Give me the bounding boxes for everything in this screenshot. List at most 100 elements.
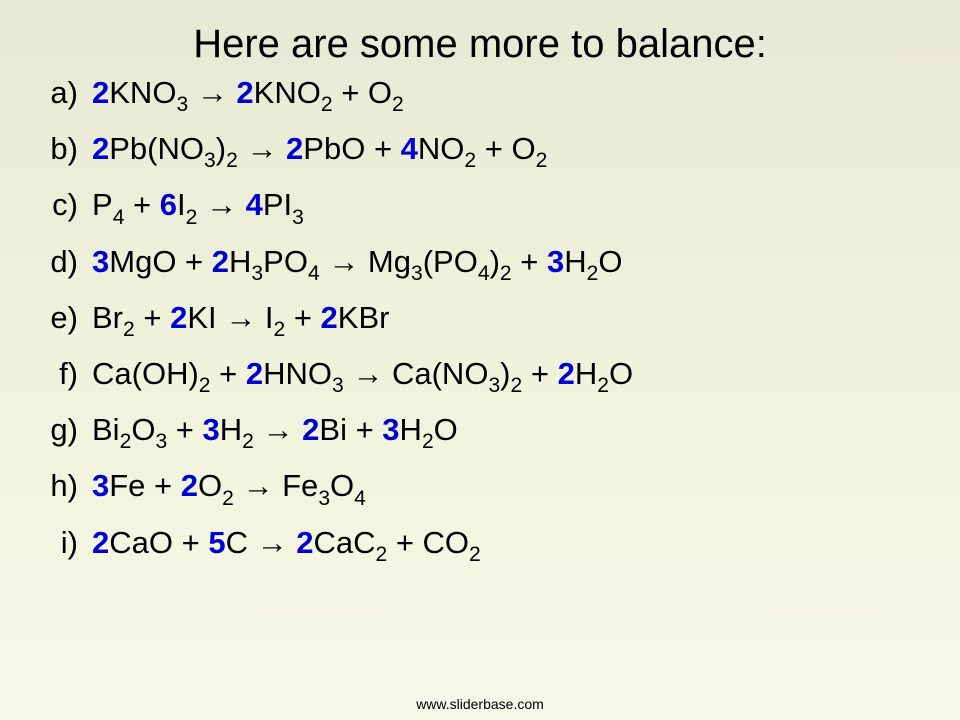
formula-text (359, 244, 368, 279)
subscript: 3 (251, 262, 263, 285)
formula-text: + O (476, 131, 535, 166)
formula-text: O (434, 412, 458, 447)
coefficient: 2 (92, 75, 109, 110)
equation-body: Br2 + 2KI → I2 + 2KBr (92, 300, 389, 341)
formula-text (234, 468, 243, 503)
coefficient: 2 (181, 468, 198, 503)
formula-text: Pb(NO (109, 131, 204, 166)
formula-text: O (609, 356, 633, 391)
formula-text (288, 525, 297, 560)
coefficient: 2 (212, 244, 229, 279)
formula-text: H (575, 356, 597, 391)
formula-text: + O (333, 75, 392, 110)
subscript: 4 (113, 206, 125, 229)
subscript: 4 (354, 487, 366, 510)
formula-text: NO (418, 131, 465, 166)
equation-body: 2CaO + 5C → 2CaC2 + CO2 (92, 525, 481, 566)
formula-text (383, 356, 392, 391)
formula-text: CaO + (109, 525, 208, 560)
formula-text: PO (263, 244, 308, 279)
equation-body: 3Fe + 2O2 → Fe3O4 (92, 468, 366, 509)
formula-text: KI (187, 300, 225, 335)
formula-text: CaC (313, 525, 375, 560)
subscript: 2 (587, 262, 599, 285)
equation-row: a)2KNO3 → 2KNO2 + O2 (30, 75, 940, 116)
formula-text: Fe (282, 468, 318, 503)
formula-text (188, 75, 197, 110)
equation-label: a) (30, 75, 92, 111)
subscript: 2 (422, 430, 434, 453)
formula-text: Br (92, 300, 123, 335)
formula-text: ) (216, 131, 226, 166)
coefficient: 5 (208, 525, 225, 560)
equation-row: e)Br2 + 2KI → I2 + 2KBr (30, 300, 940, 341)
subscript: 2 (500, 262, 512, 285)
footer-text: www.sliderbase.com (0, 696, 960, 712)
coefficient: 3 (547, 244, 564, 279)
formula-text: PbO + (303, 131, 400, 166)
formula-text: O (598, 244, 622, 279)
subscript: 4 (478, 262, 490, 285)
formula-text: ) (490, 244, 500, 279)
subscript: 2 (242, 430, 254, 453)
subscript: 3 (318, 487, 330, 510)
subscript: 2 (120, 430, 132, 453)
coefficient: 3 (382, 412, 399, 447)
formula-text: H (564, 244, 586, 279)
formula-text: Fe + (109, 468, 181, 503)
arrow: → (328, 244, 359, 279)
formula-text: + (135, 300, 170, 335)
formula-text: + (124, 187, 159, 222)
formula-text (197, 187, 206, 222)
equation-list: a)2KNO3 → 2KNO2 + O2b)2Pb(NO3)2 → 2PbO +… (0, 75, 960, 566)
subscript: 3 (332, 374, 344, 397)
subscript: 3 (292, 206, 304, 229)
formula-text: I (256, 300, 273, 335)
formula-text (237, 187, 246, 222)
subscript: 3 (155, 430, 167, 453)
subscript: 3 (204, 149, 216, 172)
formula-text: H (229, 244, 251, 279)
arrow: → (243, 468, 274, 503)
slide-title: Here are some more to balance: (0, 0, 960, 75)
coefficient: 2 (286, 131, 303, 166)
formula-text: + (285, 300, 320, 335)
formula-text: Mg (368, 244, 411, 279)
formula-text: + (167, 412, 202, 447)
equation-row: i)2CaO + 5C → 2CaC2 + CO2 (30, 525, 940, 566)
coefficient: 2 (321, 300, 338, 335)
formula-text (254, 412, 263, 447)
subscript: 2 (511, 374, 523, 397)
equation-label: g) (30, 412, 92, 448)
formula-text: I (177, 187, 186, 222)
coefficient: 4 (401, 131, 418, 166)
equation-row: d)3MgO + 2H3PO4 → Mg3(PO4)2 + 3H2O (30, 244, 940, 285)
formula-text: KBr (338, 300, 390, 335)
equation-body: Bi2O3 + 3H2 → 2Bi + 3H2O (92, 412, 458, 453)
formula-text: Bi (92, 412, 120, 447)
formula-text: H (220, 412, 242, 447)
arrow: → (197, 75, 228, 110)
subscript: 2 (392, 93, 404, 116)
coefficient: 2 (246, 356, 263, 391)
equation-body: 2KNO3 → 2KNO2 + O2 (92, 75, 404, 116)
arrow: → (225, 300, 256, 335)
arrow: → (206, 187, 237, 222)
arrow: → (257, 525, 288, 560)
formula-text (320, 244, 329, 279)
coefficient: 2 (92, 525, 109, 560)
coefficient: 3 (92, 244, 109, 279)
coefficient: 2 (296, 525, 313, 560)
formula-text: + CO (387, 525, 469, 560)
equation-row: c)P4 + 6I2 → 4PI3 (30, 187, 940, 228)
formula-text: H (400, 412, 422, 447)
arrow: → (263, 412, 294, 447)
subscript: 2 (273, 318, 285, 341)
formula-text: C (226, 525, 257, 560)
coefficient: 2 (236, 75, 253, 110)
arrow: → (352, 356, 383, 391)
subscript: 2 (186, 206, 198, 229)
coefficient: 2 (558, 356, 575, 391)
formula-text (294, 412, 303, 447)
subscript: 2 (222, 487, 234, 510)
